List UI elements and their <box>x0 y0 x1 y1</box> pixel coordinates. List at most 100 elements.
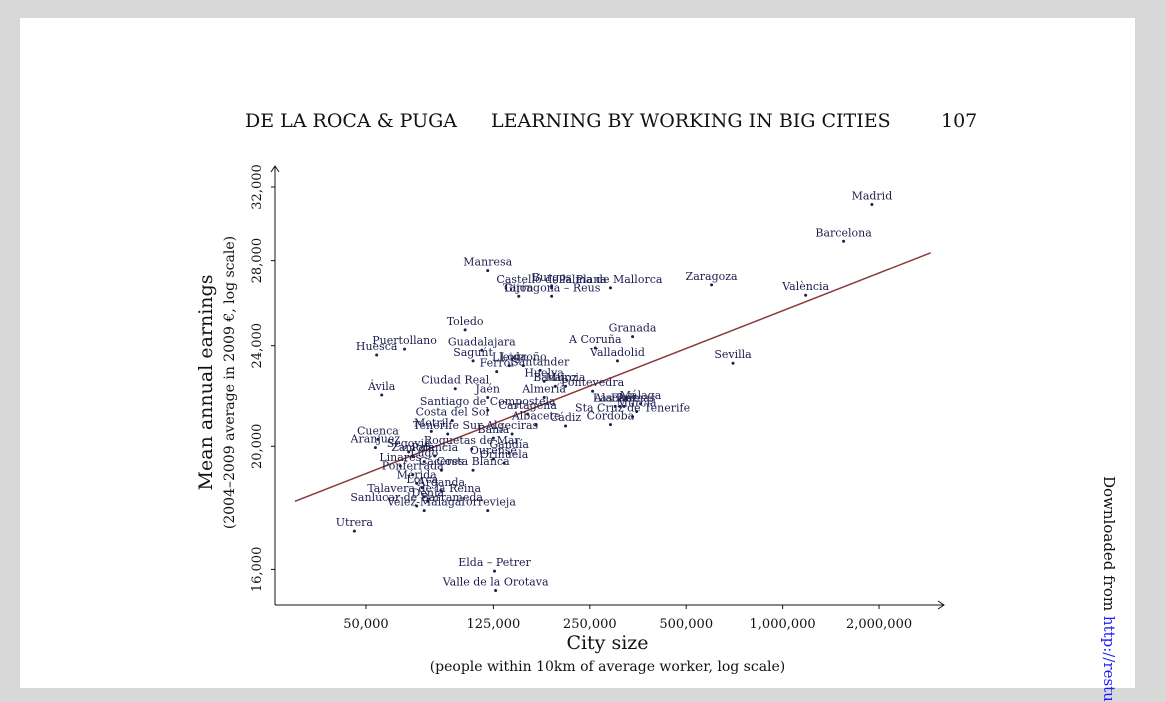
point-label: Tenerife Sur <box>413 419 483 432</box>
data-point <box>550 284 554 288</box>
point-label: València <box>781 280 829 293</box>
point-label: Ponferrada <box>382 460 444 473</box>
point-label: Lleida <box>492 351 527 364</box>
point-label: Zamora <box>391 441 435 454</box>
point-label: Huelva <box>524 366 564 379</box>
data-point <box>608 286 612 290</box>
point-label: Roquetas de Mar <box>424 434 521 447</box>
point-label: Guadalajara <box>448 335 516 348</box>
point-label: Vélez-Málaga <box>386 496 462 509</box>
y-tick-label: 24,000 <box>250 323 265 369</box>
data-point <box>550 286 554 290</box>
data-point <box>593 346 597 350</box>
data-point <box>631 335 635 339</box>
chart-axes: 50,000 125,000 250,000 500,000 1,000,000 2,00… <box>250 164 945 632</box>
point-label: Sanlúcar de Barrameda <box>350 491 483 504</box>
x-axis-arrow <box>937 600 945 610</box>
data-point <box>538 368 542 372</box>
data-point <box>491 457 495 461</box>
data-point <box>398 464 402 468</box>
point-label: Cádiz <box>550 411 582 424</box>
data-point <box>411 473 415 477</box>
point-label: Orihuela <box>480 448 529 461</box>
data-point <box>446 432 450 436</box>
axis-labels: City size (people within 10km of average… <box>195 236 785 675</box>
point-label: Elda – Petrer <box>458 556 531 569</box>
data-point <box>471 468 475 472</box>
data-point <box>439 468 443 472</box>
x-tick-label: 500,000 <box>659 617 713 632</box>
data-point <box>411 454 415 458</box>
point-label: Manresa <box>463 256 512 269</box>
point-label: Almería <box>521 382 566 395</box>
point-label: Ferrol <box>480 357 515 370</box>
data-point <box>550 294 554 298</box>
point-label: Jaén <box>474 382 500 395</box>
point-label: Barcelona <box>815 226 872 239</box>
data-point <box>613 404 617 408</box>
point-label: Saguńt <box>453 346 493 359</box>
point-label: Gijón <box>504 281 533 294</box>
point-label: Las Palmas <box>593 391 656 404</box>
point-label: Toledo <box>447 315 484 328</box>
point-label: Tarragona – Reus <box>503 281 601 294</box>
point-label: Palma de Mallorca <box>558 273 662 286</box>
x-tick-label: 1,000,000 <box>750 617 816 632</box>
fit-line-group <box>294 252 931 503</box>
data-point <box>608 423 612 427</box>
point-label: Logroño <box>500 351 547 364</box>
point-label: Costa del Sol <box>416 406 490 419</box>
data-point <box>486 395 490 399</box>
point-label: Huesca <box>356 340 398 353</box>
y-tick-label: 16,000 <box>250 547 265 593</box>
data-point <box>375 353 379 357</box>
data-point <box>842 239 846 243</box>
x-tick-label: 2,000,000 <box>846 617 912 632</box>
point-label: Elx <box>611 391 630 404</box>
point-label: Segovia <box>387 437 431 450</box>
data-point <box>591 389 595 393</box>
data-point <box>426 499 430 503</box>
data-point <box>615 359 619 363</box>
point-label: Utrera <box>336 516 374 529</box>
point-label: Talavera de la Reina <box>367 482 481 495</box>
data-point <box>453 387 457 391</box>
data-point <box>415 504 419 508</box>
point-label: Valle de la Orotava <box>442 575 549 588</box>
data-point <box>494 588 498 592</box>
point-label: Costa Blanca <box>437 455 511 468</box>
page-number: 107 <box>941 110 978 132</box>
data-point <box>521 364 525 368</box>
data-point <box>631 415 635 419</box>
point-label: Puertollano <box>372 334 437 347</box>
data-point <box>422 460 426 464</box>
data-point <box>470 447 474 451</box>
point-label: Cuenca <box>357 424 399 437</box>
point-label: Santander <box>511 355 570 368</box>
data-point <box>486 509 490 513</box>
data-point <box>439 489 443 493</box>
data-point <box>493 569 497 573</box>
data-point <box>870 202 874 206</box>
point-label: Arganda <box>417 476 466 489</box>
point-label: Lugo <box>410 447 438 460</box>
point-label: Sta Cruz de Tenerife <box>575 402 690 415</box>
data-point <box>463 328 467 332</box>
point-label: A Coruña <box>568 333 622 346</box>
point-label: Aranjuez <box>350 433 401 446</box>
download-note-text: Downloaded from <box>1100 476 1118 616</box>
data-point <box>429 429 433 433</box>
data-point <box>403 347 407 351</box>
data-point <box>517 294 521 298</box>
point-label: Ávila <box>367 379 396 393</box>
data-point <box>804 293 808 297</box>
y-tick-label: 28,000 <box>250 238 265 284</box>
data-point <box>422 495 426 499</box>
data-point <box>710 283 714 287</box>
data-point <box>373 446 377 450</box>
data-point <box>380 393 384 397</box>
y-tick-label: 20,000 <box>250 424 265 470</box>
x-tick-label: 50,000 <box>343 617 389 632</box>
data-point <box>420 486 424 490</box>
point-label: Mérida <box>397 468 438 481</box>
